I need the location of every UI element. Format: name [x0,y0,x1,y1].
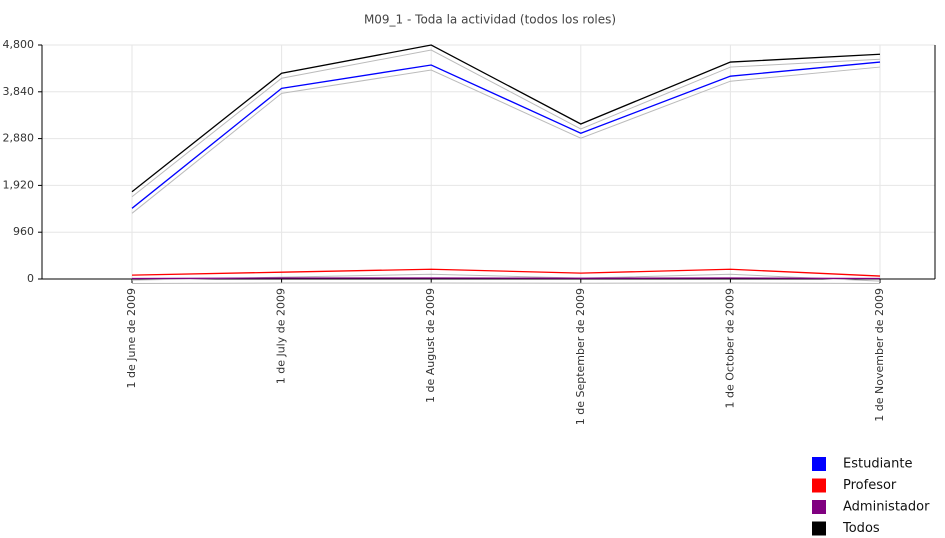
x-tick-label: 1 de November de 2009 [873,288,886,422]
series-line [131,44,881,193]
y-tick-label: 960 [13,225,34,238]
y-tick-label: 4,800 [3,38,35,51]
x-tick-label: 1 de August de 2009 [424,288,437,403]
legend-label: Todos [842,521,880,536]
x-tick-label: 1 de September de 2009 [574,288,587,425]
line-shadow [131,66,881,214]
y-tick-label: 1,920 [3,178,35,191]
series-line [131,268,881,277]
legend-label: Profesor [843,478,897,493]
x-tick-label: 1 de July de 2009 [275,288,288,384]
x-tick-label: 1 de June de 2009 [125,288,138,388]
legend-swatch [812,500,826,514]
series-line [131,61,881,209]
legend-swatch [812,521,826,536]
x-tick-label: 1 de October de 2009 [723,288,736,409]
chart-title: M09_1 - Toda la actividad (todos los rol… [364,13,616,27]
legend-label: Estudiante [843,457,913,472]
y-tick-label: 2,880 [3,132,35,145]
line-shadow [131,49,881,198]
legend-label: Administador [843,500,930,515]
y-tick-label: 3,840 [3,85,35,98]
legend-swatch [812,478,826,493]
y-tick-label: 0 [27,272,34,285]
legend-swatch [812,457,826,471]
